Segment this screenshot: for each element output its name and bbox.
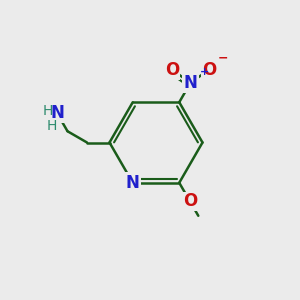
Text: O: O	[183, 193, 197, 211]
Text: N: N	[126, 174, 140, 192]
Text: N: N	[51, 104, 65, 122]
Text: O: O	[202, 61, 216, 79]
Text: +: +	[200, 67, 209, 77]
Text: N: N	[184, 74, 197, 92]
Text: H: H	[43, 104, 53, 118]
Text: O: O	[165, 61, 179, 79]
Text: −: −	[217, 51, 228, 64]
Text: H: H	[46, 119, 57, 133]
